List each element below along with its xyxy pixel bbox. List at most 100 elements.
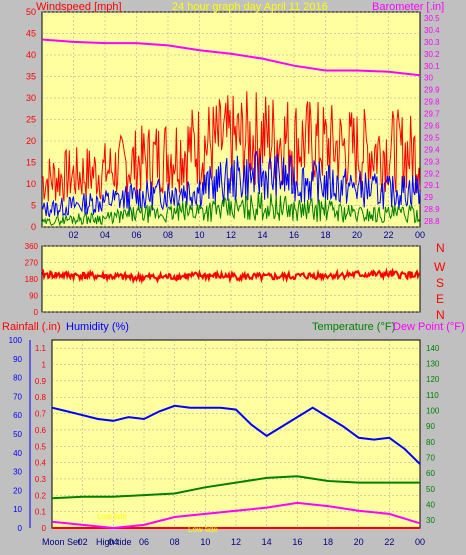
barometer-tick-label: 29.3 xyxy=(424,157,440,166)
wind-barometer-series xyxy=(41,38,421,227)
dewpoint-line xyxy=(51,501,421,530)
temperature-tick-label: 50 xyxy=(426,485,435,494)
humidity-tick-label: 80 xyxy=(13,374,22,383)
barometer-tick-label: 28.8 xyxy=(424,217,440,226)
rainfall-axis-title: Rainfall (.in) xyxy=(2,321,61,333)
humidity-tick-label: 50 xyxy=(13,430,22,439)
time-tick-label: 08 xyxy=(170,537,180,547)
humidity-tick-label: 40 xyxy=(13,449,22,458)
temperature-line xyxy=(51,475,420,500)
windspeed-tick-label: 10 xyxy=(26,179,36,189)
time-tick-label: 12 xyxy=(226,230,236,240)
time-tick-label: 16 xyxy=(289,230,299,240)
wind-direction-panel: 0 90 180 270 360 N W S E N xyxy=(25,241,446,322)
moon-set-label: Moon Set xyxy=(42,537,81,547)
rain-humidity-temp-grid xyxy=(52,340,420,529)
rainfall-tick-label: 0.1 xyxy=(35,508,47,517)
barometer-tick-label: 29.9 xyxy=(424,86,440,95)
compass-label-e: E xyxy=(436,292,444,306)
time-tick-label: 04 xyxy=(100,230,110,240)
time-tick-label: 08 xyxy=(163,230,173,240)
temperature-tick-label: 110 xyxy=(426,391,439,400)
humidity-tick-label: 90 xyxy=(13,355,22,364)
windspeed-tick-label: 40 xyxy=(26,50,36,60)
barometer-axis-ticks: 28.8 28.9 29 29.1 29.2 29.3 29.4 29.5 29.6 29.7 29… xyxy=(424,14,440,226)
humidity-tick-label: 10 xyxy=(13,505,22,514)
time-tick-label: 04 xyxy=(108,537,118,547)
barometer-tick-label: 29.7 xyxy=(424,110,440,119)
low-tide-label-left: Low tide xyxy=(97,512,127,521)
temperature-tick-label: 130 xyxy=(426,360,440,369)
humidity-line xyxy=(51,404,421,465)
barometer-tick-label: 29.4 xyxy=(424,145,440,154)
low-tide-label-right: Low tide xyxy=(188,525,218,534)
rainfall-tick-label: 1.1 xyxy=(35,344,47,353)
temperature-tick-label: 140 xyxy=(426,344,440,353)
compass-label-w: W xyxy=(434,260,446,274)
temperature-tick-label: 60 xyxy=(426,469,435,478)
wind-low-line xyxy=(41,192,421,227)
rainfall-axis-ticks: 0 0.1 0.2 0.3 0.4 0.5 0.6 0.7 0.8 0.9 1 1.1 xyxy=(35,344,47,533)
windspeed-tick-label: 0 xyxy=(31,222,36,232)
time-tick-label: 18 xyxy=(323,537,333,547)
time-tick-label: 22 xyxy=(384,537,394,547)
humidity-axis-title: Humidity (%) xyxy=(66,321,129,333)
barometer-tick-label: 29.2 xyxy=(424,169,440,178)
humidity-tick-label: 100 xyxy=(9,336,23,345)
windspeed-tick-label: 30 xyxy=(26,93,36,103)
temperature-axis-ticks: 30 40 50 60 70 80 90 100 110 120 130 140 xyxy=(426,344,440,525)
temperature-tick-label: 40 xyxy=(426,501,435,510)
time-tick-label: 02 xyxy=(68,230,78,240)
time-tick-label: 02 xyxy=(78,537,88,547)
windspeed-tick-label: 15 xyxy=(26,158,36,168)
barometer-line xyxy=(41,38,421,77)
rainfall-tick-label: 0.7 xyxy=(35,410,47,419)
time-axis-ticks-bottom: 02 04 06 08 10 12 14 16 18 20 22 00 xyxy=(78,537,425,547)
compass-label-s: S xyxy=(436,276,444,290)
temperature-tick-label: 100 xyxy=(426,407,440,416)
humidity-axis-ticks: 0 10 20 30 40 50 60 70 80 90 100 xyxy=(9,336,23,533)
windspeed-tick-label: 45 xyxy=(26,29,36,39)
rainfall-tick-label: 0.3 xyxy=(35,475,47,484)
humidity-tick-label: 30 xyxy=(13,468,22,477)
windspeed-axis-ticks: 0 5 10 15 20 25 30 35 40 45 50 xyxy=(26,7,36,232)
time-axis-ticks-top: 02 04 06 08 10 12 14 16 18 20 22 00 xyxy=(68,230,425,240)
direction-tick-label: 180 xyxy=(25,275,39,284)
barometer-tick-label: 29 xyxy=(424,193,433,202)
barometer-tick-label: 29.1 xyxy=(424,181,440,190)
direction-tick-label: 90 xyxy=(29,292,38,301)
rainfall-tick-label: 0.9 xyxy=(35,377,47,386)
rain-humidity-temp-series xyxy=(51,404,421,530)
time-tick-label: 10 xyxy=(194,230,204,240)
time-tick-label: 12 xyxy=(231,537,241,547)
temperature-tick-label: 80 xyxy=(426,438,435,447)
time-tick-label: 20 xyxy=(352,230,362,240)
rainfall-tick-label: 0.6 xyxy=(35,426,47,435)
time-tick-label: 00 xyxy=(415,230,425,240)
barometer-tick-label: 30.1 xyxy=(424,62,440,71)
barometer-tick-label: 30.3 xyxy=(424,38,440,47)
rainfall-tick-label: 0.8 xyxy=(35,393,47,402)
barometer-tick-label: 30.2 xyxy=(424,50,440,59)
direction-axis-ticks: 0 90 180 270 360 xyxy=(25,242,39,317)
dewpoint-axis-title: Dew Point (°F) xyxy=(393,321,465,333)
high-tide-label: High tide xyxy=(96,537,132,547)
time-tick-label: 10 xyxy=(200,537,210,547)
temperature-tick-label: 120 xyxy=(426,375,440,384)
humidity-tick-label: 70 xyxy=(13,392,22,401)
compass-label-n-top: N xyxy=(436,241,445,255)
barometer-tick-label: 28.9 xyxy=(424,205,440,214)
wind-direction-line xyxy=(41,267,421,285)
wind-gust-line xyxy=(41,91,421,202)
time-tick-label: 06 xyxy=(139,537,149,547)
barometer-tick-label: 29.6 xyxy=(424,121,440,130)
windspeed-tick-label: 35 xyxy=(26,72,36,82)
barometer-tick-label: 30.5 xyxy=(424,14,440,23)
time-tick-label: 06 xyxy=(131,230,141,240)
temperature-axis-title: Temperature (°F) xyxy=(312,321,395,333)
humidity-tick-label: 20 xyxy=(13,486,22,495)
temperature-tick-label: 30 xyxy=(426,516,435,525)
time-tick-label: 16 xyxy=(292,537,302,547)
